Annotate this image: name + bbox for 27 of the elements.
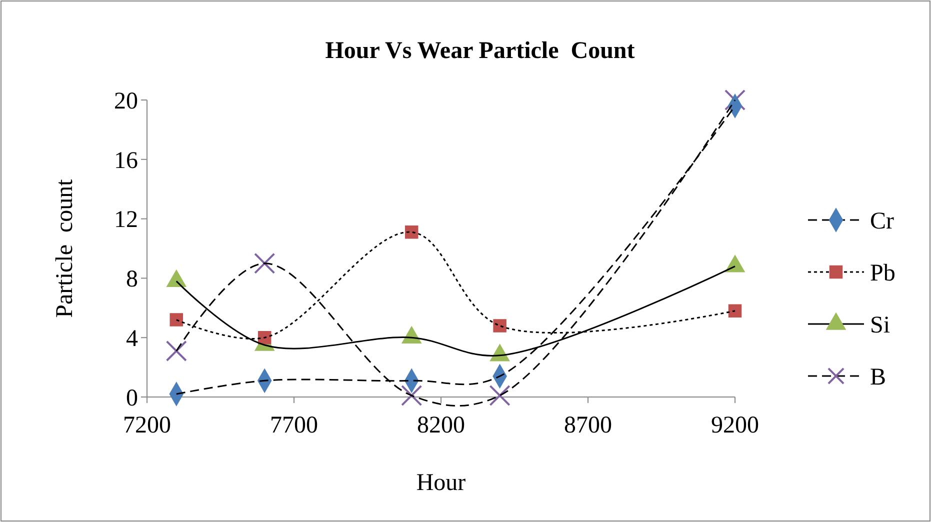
- x-tick-label: 7700: [270, 412, 318, 438]
- point: [166, 340, 187, 362]
- legend-label: Si: [870, 312, 890, 338]
- y-axis-title: Particle count: [52, 178, 78, 318]
- legend-label: Pb: [870, 260, 896, 286]
- x-tick-label: 8200: [417, 412, 465, 438]
- y-tick-label: 0: [126, 385, 138, 412]
- point: [489, 384, 510, 406]
- point: [728, 304, 742, 318]
- point: [724, 89, 746, 111]
- chart-title: Hour Vs Wear Particle Count: [325, 38, 635, 64]
- x-tick-label: 9200: [711, 412, 759, 438]
- y-tick-label: 4: [126, 326, 138, 352]
- y-tick-label: 12: [114, 207, 138, 234]
- legend-label: Cr: [870, 208, 894, 234]
- y-tick-label: 8: [126, 266, 138, 293]
- x-tick-label: 7200: [123, 412, 171, 438]
- x-axis-title: Hour: [416, 470, 466, 496]
- y-tick-label: 20: [114, 88, 138, 114]
- point: [404, 226, 418, 239]
- point: [493, 319, 506, 332]
- point: [401, 384, 422, 406]
- y-tick-label: 16: [114, 148, 138, 174]
- legend-label: B: [870, 364, 886, 390]
- point: [170, 313, 184, 326]
- x-tick-label: 8700: [564, 412, 612, 438]
- point: [254, 252, 276, 274]
